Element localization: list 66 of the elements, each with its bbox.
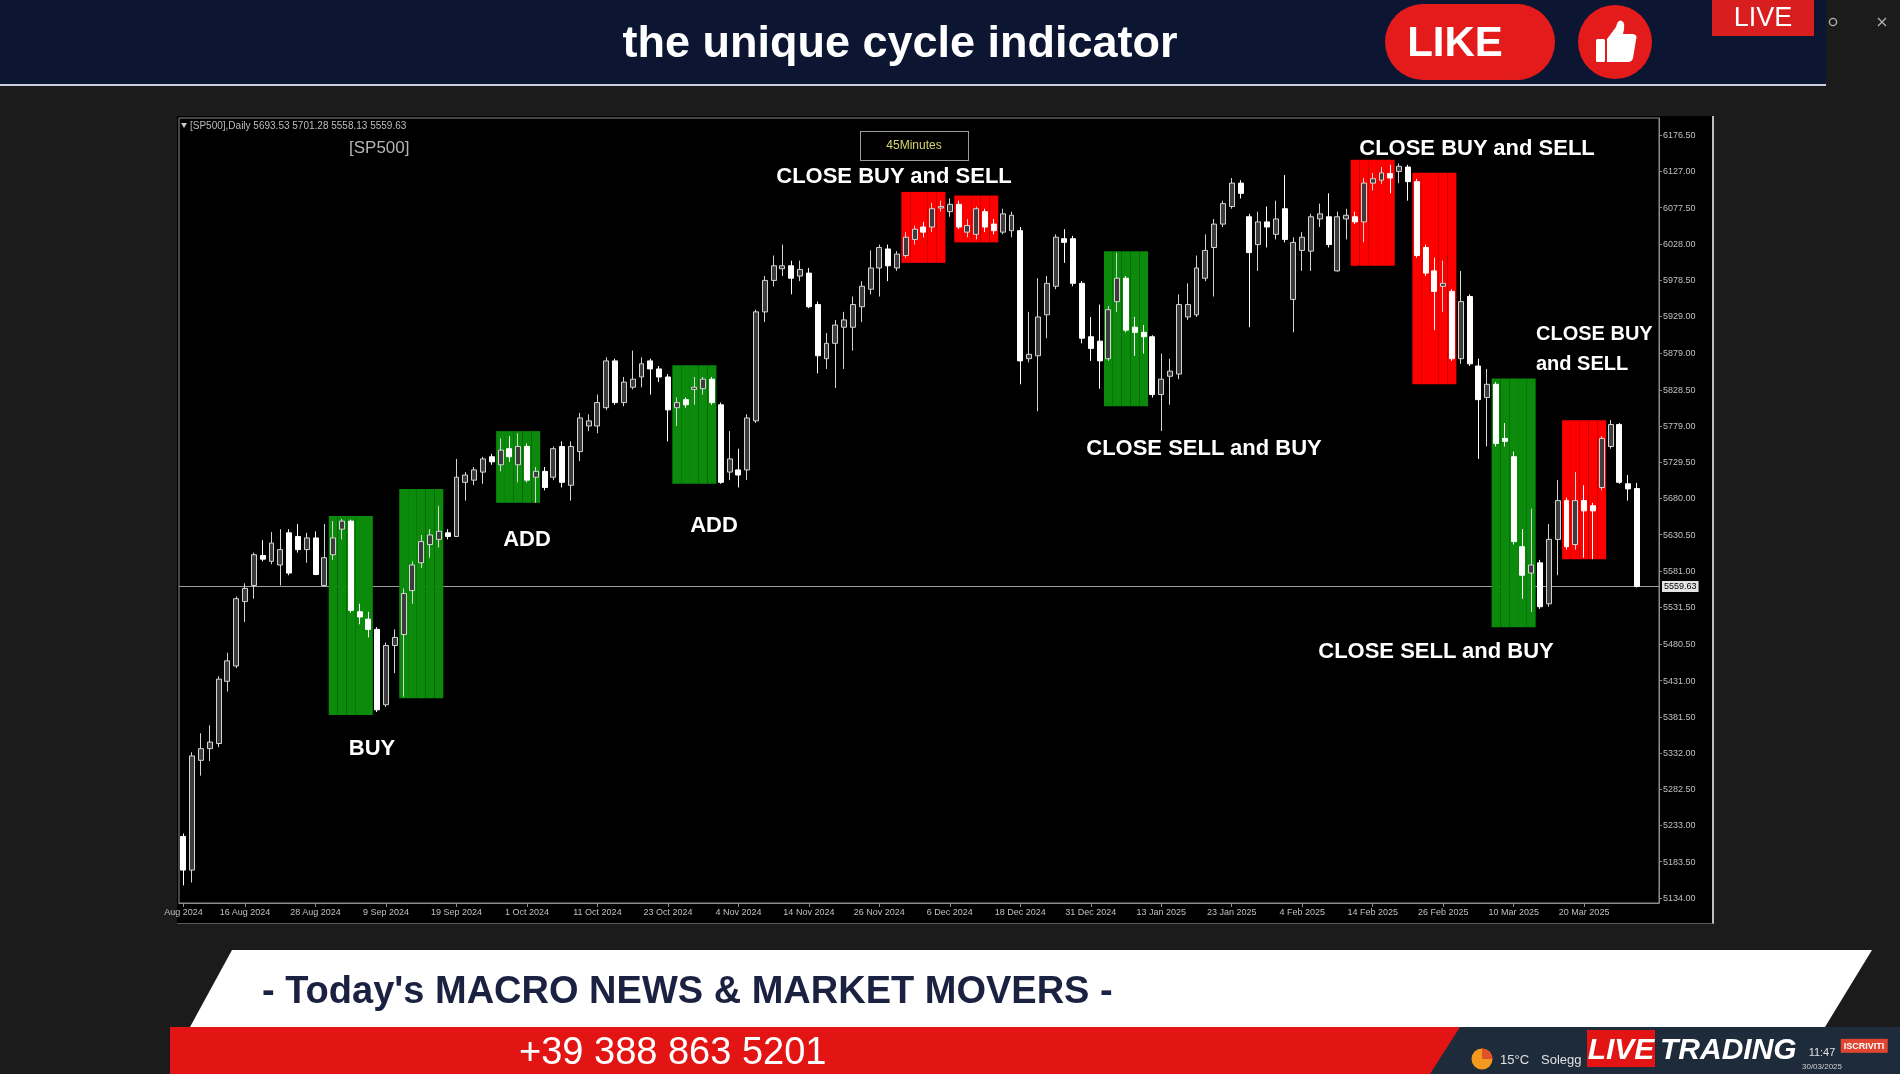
x-tick-label: 28 Aug 2024 (290, 906, 341, 917)
y-tick-label: 5531.50 (1663, 602, 1696, 613)
x-tick-label: 14 Nov 2024 (783, 906, 835, 917)
text: TRADING (1660, 1031, 1797, 1067)
annotation: [SP500] (349, 138, 410, 158)
text: - Today's MACRO NEWS & MARKET MOVERS - (262, 969, 1113, 1013)
x-tick-label: 4 Nov 2024 (715, 906, 762, 917)
y-tick-label: 5680.00 (1663, 493, 1696, 504)
text: LIKE (1407, 17, 1503, 67)
x-tick-label: 10 Mar 2025 (1488, 906, 1539, 917)
ref-line-label: 5559.63 (1664, 581, 1697, 592)
y-tick-label: 5332.00 (1663, 748, 1696, 759)
x-tick-label: Aug 2024 (164, 906, 203, 917)
x-tick-label: 23 Jan 2025 (1206, 906, 1257, 917)
y-tick-label: 5929.00 (1663, 311, 1696, 322)
text: ISCRIVITI (1840, 1038, 1888, 1054)
text: 30/03/2025 (1801, 1062, 1843, 1072)
y-tick-label: 5134.00 (1663, 892, 1696, 903)
annotation: ADD (690, 512, 738, 538)
annotation: CLOSE SELL and BUY (1086, 435, 1322, 461)
y-tick-label: 6028.00 (1663, 238, 1696, 249)
y-tick-label: 6176.50 (1663, 130, 1696, 141)
y-tick-label: 5381.50 (1663, 711, 1696, 722)
y-tick-label: 6127.00 (1663, 166, 1696, 177)
x-tick-label: 18 Dec 2024 (994, 906, 1046, 917)
x-tick-label: 31 Dec 2024 (1065, 906, 1117, 917)
y-tick-label: 5828.50 (1663, 384, 1696, 395)
x-tick-label: 9 Sep 2024 (363, 906, 410, 917)
y-tick-label: 5431.00 (1663, 675, 1696, 686)
annotation: CLOSE SELL and BUY (1318, 638, 1554, 664)
x-tick-label: 16 Aug 2024 (219, 906, 271, 917)
x-tick-label: 26 Nov 2024 (853, 906, 905, 917)
x-tick-label: 23 Oct 2024 (643, 906, 693, 917)
text: 15°C (1500, 1051, 1530, 1068)
annotation: CLOSE BUY and SELL (1536, 321, 1653, 376)
x-tick-label: 4 Feb 2025 (1279, 906, 1325, 917)
x-tick-label: 14 Feb 2025 (1347, 906, 1398, 917)
chart-title: the unique cycle indicator (622, 16, 1178, 68)
y-tick-label: 5233.00 (1663, 820, 1696, 831)
y-tick-label: 5630.50 (1663, 529, 1696, 540)
text: 11:47 (1808, 1045, 1836, 1059)
x-tick-label: 1 Oct 2024 (504, 906, 549, 917)
x-tick-label: 20 Mar 2025 (1558, 906, 1610, 917)
x-tick-label: 13 Jan 2025 (1136, 906, 1187, 917)
x-tick-label: 26 Feb 2025 (1417, 906, 1469, 917)
y-tick-label: 6077.50 (1663, 202, 1696, 213)
annotation: 45Minutes (886, 138, 942, 153)
text: LIVE (1733, 2, 1793, 34)
text: Solegg (1541, 1051, 1582, 1068)
x-tick-label: 11 Oct 2024 (573, 906, 622, 917)
annotation: CLOSE BUY and SELL (776, 163, 1012, 189)
x-tick-label: 19 Sep 2024 (430, 906, 483, 917)
y-tick-label: 5282.50 (1663, 784, 1696, 795)
x-tick-label: 6 Dec 2024 (926, 906, 973, 917)
y-tick-label: 5183.50 (1663, 856, 1696, 867)
y-tick-label: 5480.50 (1663, 639, 1696, 650)
y-tick-label: 5729.50 (1663, 457, 1696, 468)
text: +39 388 863 5201 (519, 1030, 827, 1074)
y-tick-label: 5779.00 (1663, 421, 1696, 431)
annotation: CLOSE BUY and SELL (1359, 135, 1595, 161)
y-tick-label: 5978.50 (1663, 275, 1696, 286)
y-tick-label: 5879.00 (1663, 347, 1696, 358)
annotation: ADD (503, 526, 551, 552)
annotation: BUY (348, 735, 396, 761)
y-tick-label: 5581.00 (1663, 565, 1696, 576)
annotation: [SP500],Daily 5693.53 5701.28 5558.13 5559.63 (190, 120, 407, 132)
